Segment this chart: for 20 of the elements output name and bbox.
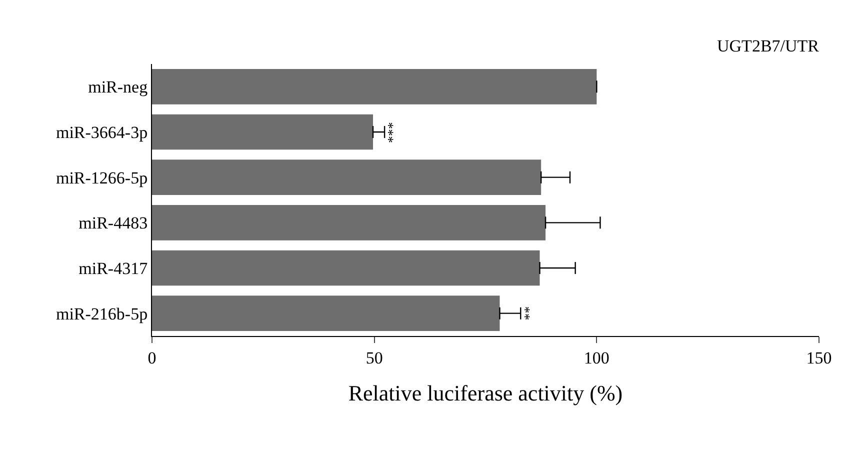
bar xyxy=(152,68,597,104)
bar xyxy=(152,204,546,240)
x-axis-title: Relative luciferase activity (%) xyxy=(348,380,623,406)
y-tick-label: miR-216b-5p xyxy=(56,304,148,324)
x-tick-label: 50 xyxy=(366,348,383,368)
chart-title: UGT2B7/UTR xyxy=(717,36,820,56)
annotation: *** xyxy=(380,122,396,143)
x-tick-label: 150 xyxy=(806,348,832,368)
bar xyxy=(152,114,373,150)
y-tick-label: miR-4483 xyxy=(78,214,148,233)
bar xyxy=(152,250,540,286)
x-tick-label: 0 xyxy=(148,348,156,368)
bar xyxy=(152,160,542,196)
x-tick-label: 100 xyxy=(584,348,610,368)
y-tick-label: miR-neg xyxy=(88,78,148,97)
annotation: ** xyxy=(516,306,532,320)
y-tick-label: miR-1266-5p xyxy=(56,168,148,188)
y-tick-label: miR-4317 xyxy=(78,258,148,278)
y-tick-label: miR-3664-3p xyxy=(56,122,148,142)
bar xyxy=(152,296,500,332)
